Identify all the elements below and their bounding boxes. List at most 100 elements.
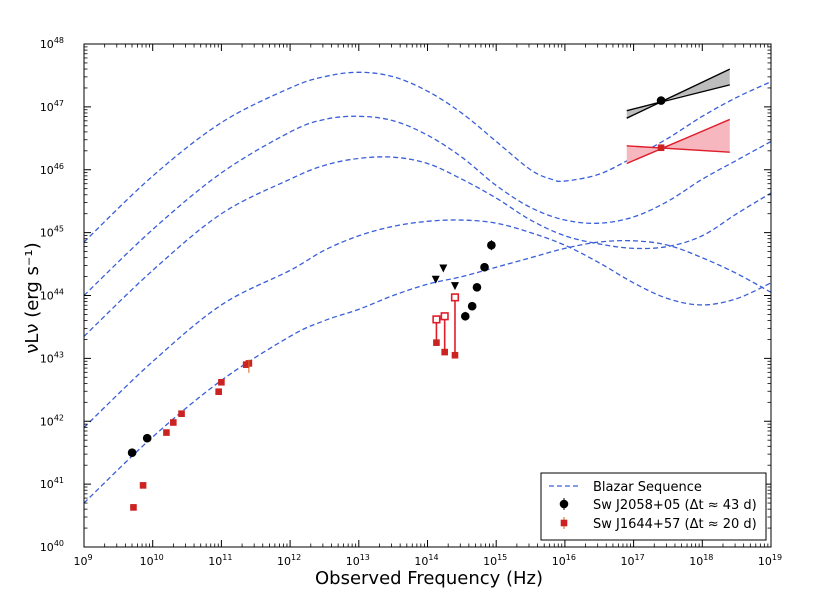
y-tick-label-base: 10 xyxy=(40,352,54,365)
y-axis-label: νLν (erg s⁻¹) xyxy=(22,242,43,353)
y-tick-label: 1045 xyxy=(40,225,64,240)
y-tick-label-exp: 43 xyxy=(54,350,64,359)
swj2058-xray-bowtie-edge-2 xyxy=(626,68,731,119)
x-tick-label: 1018 xyxy=(689,553,713,568)
x-tick-label-base: 10 xyxy=(689,555,703,568)
swj1644-hollow-point-1 xyxy=(432,315,441,324)
x-tick-label-base: 10 xyxy=(758,555,772,568)
blazar-sequence-curve-2 xyxy=(84,115,771,296)
y-tick-label-base: 10 xyxy=(40,164,54,177)
swj1644-point-3 xyxy=(163,429,170,436)
y-tick-label-exp: 47 xyxy=(54,99,64,108)
y-tick-label: 1047 xyxy=(40,99,64,114)
x-tick-label-exp: 18 xyxy=(703,553,713,562)
x-tick-label-exp: 16 xyxy=(566,553,576,562)
x-tick-label-base: 10 xyxy=(483,555,497,568)
y-tick-label: 1044 xyxy=(40,288,64,303)
legend-swatch-swj2058 xyxy=(559,499,569,509)
x-tick-label: 1015 xyxy=(483,553,507,568)
x-tick-label-base: 10 xyxy=(73,555,87,568)
swj2058-point-5 xyxy=(472,283,482,292)
swj1644-point-5 xyxy=(178,410,185,418)
x-tick-label: 1012 xyxy=(277,553,301,568)
legend-label-swj1644: Sw J1644+57 (Δt ≈ 20 d) xyxy=(593,517,757,532)
x-tick-label-exp: 19 xyxy=(772,553,782,562)
x-tick-label: 1014 xyxy=(414,553,438,568)
swj1644-point-6 xyxy=(215,388,222,395)
legend-box xyxy=(540,472,767,541)
x-tick-label-base: 10 xyxy=(277,555,291,568)
swj1644-point-7 xyxy=(218,378,225,386)
y-tick-label: 1048 xyxy=(40,36,64,51)
swj2058-xray-point xyxy=(656,96,666,105)
y-tick-label-exp: 45 xyxy=(54,225,64,234)
y-tick-label: 1046 xyxy=(40,162,64,177)
x-tick-label-exp: 14 xyxy=(428,553,438,562)
x-tick-label: 1010 xyxy=(140,553,164,568)
y-tick-label: 1043 xyxy=(40,350,64,365)
y-tick-label: 1040 xyxy=(40,539,64,554)
x-tick-label-base: 10 xyxy=(346,555,360,568)
x-tick-label-base: 10 xyxy=(208,555,222,568)
y-tick-label-base: 10 xyxy=(40,38,54,51)
x-tick-label-base: 10 xyxy=(621,555,635,568)
y-tick-label-exp: 42 xyxy=(54,413,64,422)
x-tick-label-base: 10 xyxy=(552,555,566,568)
swj1644-low-point-3 xyxy=(451,351,459,359)
swj2058-upper-limit-1 xyxy=(431,275,440,284)
y-tick-label-exp: 41 xyxy=(54,476,64,485)
x-tick-label-exp: 11 xyxy=(222,553,232,562)
y-tick-label-exp: 40 xyxy=(54,539,64,548)
y-tick-label-exp: 48 xyxy=(54,36,64,45)
y-tick-label-exp: 46 xyxy=(54,162,64,171)
blazar-sequence-curves xyxy=(84,71,771,504)
legend-label-swj2058: Sw J2058+05 (Δt ≈ 43 d) xyxy=(593,498,757,513)
x-tick-label-exp: 17 xyxy=(635,553,645,562)
swj1644-hollow-point-2 xyxy=(440,312,449,321)
y-tick-label-base: 10 xyxy=(40,290,54,303)
swj2058-point-1 xyxy=(127,448,137,457)
swj1644-xray-bowtie-edge-2 xyxy=(626,118,731,165)
x-axis-label: Observed Frequency (Hz) xyxy=(315,568,543,589)
x-tick-label: 1019 xyxy=(758,553,782,568)
blazar-sequence-curve-1 xyxy=(84,71,771,243)
x-tick-label-exp: 12 xyxy=(291,553,301,562)
x-tick-label: 1013 xyxy=(346,553,370,568)
y-tick-label-base: 10 xyxy=(40,227,54,240)
y-tick-label-base: 10 xyxy=(40,101,54,114)
legend: Blazar Sequence Sw J2058+05 (Δt ≈ 43 d) Sw… xyxy=(540,472,767,541)
x-tick-label-exp: 10 xyxy=(154,553,164,562)
swj2058-upper-limit-3 xyxy=(450,282,459,291)
legend-swatch-swj1644 xyxy=(560,519,568,527)
y-tick-label-base: 10 xyxy=(40,541,54,554)
axes: 109 1010 1011 1012 1013 1014 1015 1016 1017 1018 1… xyxy=(40,36,782,568)
swj2058-xray-bowtie-edge-1 xyxy=(626,84,730,112)
y-tick-label-exp: 44 xyxy=(54,288,64,297)
legend-label-blazar: Blazar Sequence xyxy=(593,480,702,495)
x-tick-label: 1017 xyxy=(621,553,645,568)
x-tick-label-exp: 15 xyxy=(497,553,507,562)
y-tick-label: 1042 xyxy=(40,413,64,428)
x-tick-label: 1016 xyxy=(552,553,576,568)
x-tick-label: 1011 xyxy=(208,553,232,568)
swj1644-point-2 xyxy=(139,482,147,489)
swj2058-point-4 xyxy=(467,301,477,311)
swj2058-point-2 xyxy=(142,433,152,443)
y-tick-label: 1041 xyxy=(40,476,64,491)
x-tick-label: 109 xyxy=(73,553,92,568)
blazar-sequence-curve-4 xyxy=(84,219,771,429)
x-tick-label-exp: 13 xyxy=(360,553,370,562)
swj1644-hollow-point-3 xyxy=(450,293,460,302)
x-tick-label-exp: 9 xyxy=(87,553,92,562)
swj1644-xray-point xyxy=(657,144,665,152)
data-points xyxy=(127,68,731,511)
y-tick-label-base: 10 xyxy=(40,478,54,491)
blazar-sequence-curve-5 xyxy=(84,239,771,504)
y-tick-label-base: 10 xyxy=(40,415,54,428)
swj2058-point-6 xyxy=(480,262,489,272)
x-tick-label-base: 10 xyxy=(140,555,154,568)
swj1644-point-1 xyxy=(130,504,137,511)
swj1644-point-4 xyxy=(170,419,177,426)
x-tick-label-base: 10 xyxy=(414,555,428,568)
